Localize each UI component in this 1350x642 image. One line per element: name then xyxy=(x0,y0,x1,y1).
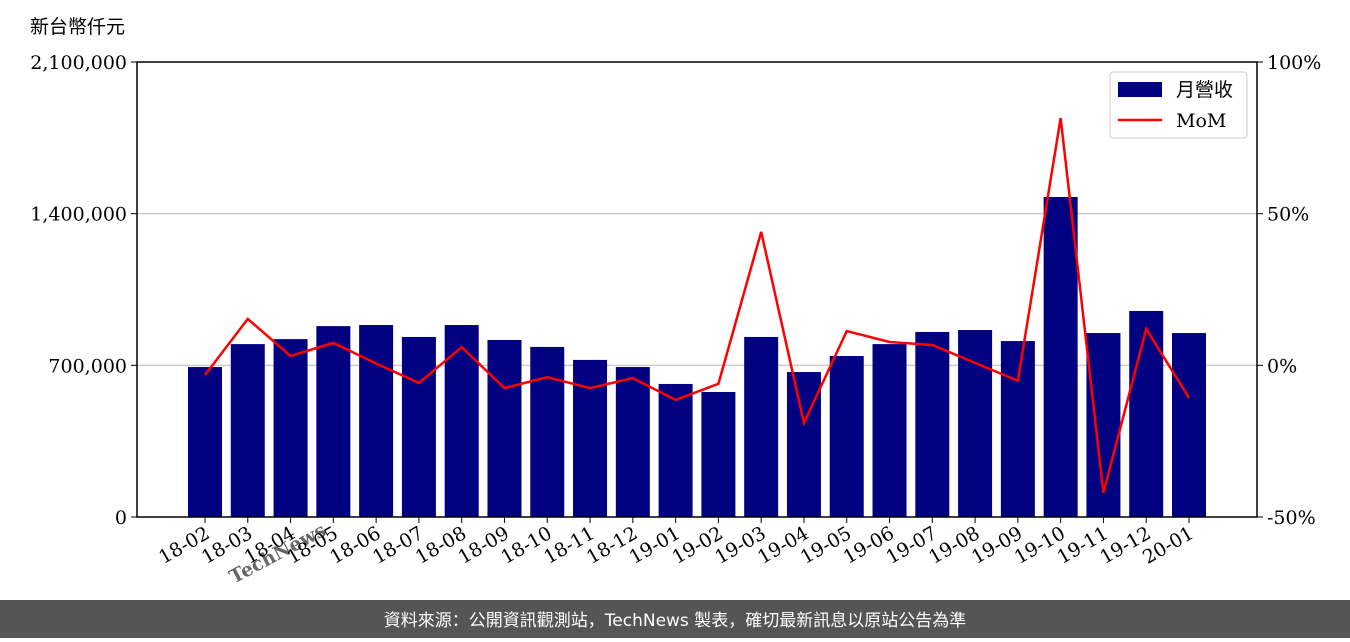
legend-label: MoM xyxy=(1176,110,1226,132)
bar xyxy=(1172,333,1206,517)
source-note: 資料來源：公開資訊觀測站，TechNews 製表，確切最新訊息以原站公告為準 xyxy=(384,611,966,631)
y-axis-label: 新台幣仟元 xyxy=(30,16,125,38)
bar xyxy=(744,336,779,517)
bar xyxy=(1043,196,1078,517)
bar xyxy=(530,346,565,517)
plot-frame xyxy=(136,61,1258,518)
bar xyxy=(701,391,736,517)
y-tick-label: 700,000 xyxy=(48,355,127,377)
y-tick-label: 0 xyxy=(115,507,127,529)
y2-tick-label: 50% xyxy=(1267,204,1309,226)
bar xyxy=(401,336,436,517)
bar xyxy=(188,367,222,517)
x-tick-label: 20-01 xyxy=(1139,522,1197,568)
bar xyxy=(958,330,993,517)
legend-label: 月營收 xyxy=(1176,79,1233,101)
bar xyxy=(786,372,821,517)
bar xyxy=(230,344,265,517)
bar xyxy=(829,356,864,517)
bar xyxy=(915,331,950,517)
bar xyxy=(444,325,479,517)
bar xyxy=(1129,310,1164,517)
legend-swatch xyxy=(1118,82,1162,97)
bar xyxy=(872,344,907,517)
bar xyxy=(1000,341,1035,517)
bar xyxy=(273,339,308,517)
bar xyxy=(615,367,650,517)
bar xyxy=(487,339,522,517)
bar xyxy=(359,325,394,517)
bar xyxy=(316,326,351,517)
y-tick-label: 1,400,000 xyxy=(30,204,127,226)
y2-tick-label: 100% xyxy=(1267,52,1321,74)
line xyxy=(204,117,1191,494)
y2-tick-label: -50% xyxy=(1267,507,1316,529)
bar xyxy=(658,383,693,517)
y-tick-label: 2,100,000 xyxy=(30,52,127,74)
bar xyxy=(573,359,608,517)
footer-bar xyxy=(0,600,1350,638)
y2-tick-label: 0% xyxy=(1267,355,1297,377)
